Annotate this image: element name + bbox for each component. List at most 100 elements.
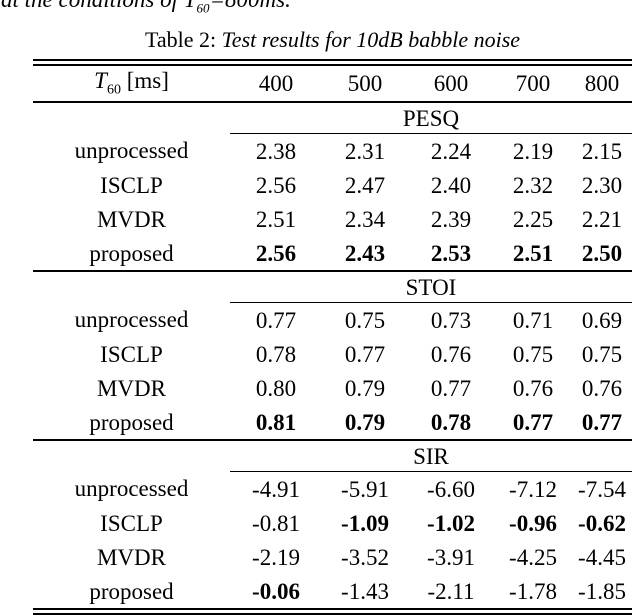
value-cell: 0.75: [344, 307, 386, 333]
clipped-text-suffix: =800ms.: [210, 0, 291, 12]
data-row-isclp: ISCLP 2.56 2.47 2.40 2.32 2.30: [33, 168, 632, 202]
value-cell: -4.45: [578, 544, 626, 570]
value-cell: 0.76: [581, 375, 623, 401]
row-label: ISCLP: [100, 341, 163, 367]
row-label: proposed: [89, 578, 174, 604]
value-cell: 0.75: [581, 341, 623, 367]
section-row-stoi: STOI: [33, 270, 632, 303]
row-label: MVDR: [96, 544, 166, 570]
clipped-text-subscript: 60: [196, 0, 210, 16]
value-cell: 2.31: [344, 138, 386, 164]
value-cell: 2.53: [430, 240, 472, 266]
header-row: T60 [ms] 400 500 600 700 800: [33, 62, 632, 103]
data-row-unprocessed: unprocessed 0.77 0.75 0.73 0.71 0.69: [33, 303, 632, 338]
column-header: 400: [230, 62, 322, 103]
value-cell: 0.79: [344, 409, 386, 435]
value-cell: -1.78: [509, 578, 557, 604]
value-cell: 0.77: [581, 409, 623, 435]
row-label: ISCLP: [100, 510, 163, 536]
row-label: unprocessed: [74, 138, 189, 164]
data-row-unprocessed: unprocessed -4.91 -5.91 -6.60 -7.12 -7.54: [33, 472, 632, 507]
value-cell: 2.19: [512, 138, 554, 164]
section-title-stoi: STOI: [230, 270, 632, 303]
value-cell: 2.56: [255, 240, 297, 266]
value-cell: 2.40: [430, 172, 472, 198]
t60-subscript: 60: [106, 82, 121, 98]
value-cell: 0.81: [255, 409, 297, 435]
row-label: unprocessed: [74, 307, 189, 333]
value-cell: -0.62: [578, 510, 626, 536]
section-empty-cell: [33, 439, 230, 472]
value-cell: -2.11: [427, 578, 475, 604]
value-cell: 2.30: [581, 172, 623, 198]
data-row-proposed: proposed 0.81 0.79 0.78 0.77 0.77: [33, 405, 632, 440]
section-title-pesq: PESQ: [230, 101, 632, 134]
value-cell: -0.06: [252, 578, 300, 604]
value-cell: -0.96: [509, 510, 557, 536]
data-row-mvdr: MVDR -2.19 -3.52 -3.91 -4.25 -4.45: [33, 540, 632, 574]
value-cell: 0.78: [430, 409, 472, 435]
value-cell: 2.43: [344, 240, 386, 266]
column-header: 700: [494, 62, 572, 103]
row-label: MVDR: [96, 375, 166, 401]
caption-title: Test results for 10dB babble noise: [221, 27, 521, 52]
row-label: proposed: [89, 240, 174, 266]
value-cell: 2.34: [344, 206, 386, 232]
value-cell: 2.39: [430, 206, 472, 232]
corner-header-cell: T60 [ms]: [33, 62, 230, 103]
section-row-sir: SIR: [33, 439, 632, 472]
value-cell: 2.21: [581, 206, 623, 232]
value-cell: 2.56: [255, 172, 297, 198]
value-cell: 2.51: [512, 240, 554, 266]
data-row-mvdr: MVDR 0.80 0.79 0.77 0.76 0.76: [33, 371, 632, 405]
results-table-body: T60 [ms] 400 500 600 700 800 PESQ unproce…: [33, 62, 632, 612]
value-cell: 2.38: [255, 138, 297, 164]
value-cell: 2.50: [581, 240, 623, 266]
data-row-unprocessed: unprocessed 2.38 2.31 2.24 2.19 2.15: [33, 134, 632, 169]
value-cell: -7.12: [509, 476, 557, 502]
value-cell: 0.77: [344, 341, 386, 367]
column-header: 500: [322, 62, 408, 103]
value-cell: -7.54: [578, 476, 626, 502]
value-cell: -6.60: [427, 476, 475, 502]
caption-prefix: Table 2:: [144, 27, 222, 52]
value-cell: 0.71: [512, 307, 554, 333]
t60-unit: [ms]: [120, 68, 169, 94]
value-cell: -3.52: [341, 544, 389, 570]
value-cell: -2.19: [252, 544, 300, 570]
t60-symbol: T: [94, 68, 107, 94]
value-cell: 0.76: [512, 375, 554, 401]
value-cell: 0.79: [344, 375, 386, 401]
row-label: ISCLP: [100, 172, 163, 198]
section-empty-cell: [33, 101, 230, 134]
value-cell: 0.77: [512, 409, 554, 435]
data-row-isclp: ISCLP -0.81 -1.09 -1.02 -0.96 -0.62: [33, 506, 632, 540]
value-cell: 0.77: [430, 375, 472, 401]
value-cell: -4.91: [252, 476, 300, 502]
value-cell: 0.73: [430, 307, 472, 333]
data-row-proposed: proposed -0.06 -1.43 -2.11 -1.78 -1.85: [33, 574, 632, 612]
value-cell: -1.85: [578, 578, 626, 604]
data-row-mvdr: MVDR 2.51 2.34 2.39 2.25 2.21: [33, 202, 632, 236]
value-cell: -5.91: [341, 476, 389, 502]
clipped-text-prefix: at the conditions of T: [1, 0, 197, 12]
value-cell: 0.78: [255, 341, 297, 367]
section-empty-cell: [33, 270, 230, 303]
value-cell: -1.02: [427, 510, 475, 536]
data-row-proposed: proposed 2.56 2.43 2.53 2.51 2.50: [33, 236, 632, 271]
row-label: MVDR: [96, 206, 166, 232]
table-caption: Table 2: Test results for 10dB babble no…: [33, 27, 632, 52]
row-label: unprocessed: [74, 476, 189, 502]
results-table: T60 [ms] 400 500 600 700 800 PESQ unproce…: [33, 59, 632, 615]
value-cell: -3.91: [427, 544, 475, 570]
value-cell: 2.51: [255, 206, 297, 232]
value-cell: -1.09: [341, 510, 389, 536]
value-cell: 0.77: [255, 307, 297, 333]
row-label: proposed: [89, 409, 174, 435]
value-cell: 0.80: [255, 375, 297, 401]
value-cell: -1.43: [341, 578, 389, 604]
value-cell: 2.15: [581, 138, 623, 164]
column-header: 600: [408, 62, 494, 103]
body-text-clipped: at the conditions of T60=800ms.: [1, 0, 291, 20]
value-cell: 0.69: [581, 307, 623, 333]
